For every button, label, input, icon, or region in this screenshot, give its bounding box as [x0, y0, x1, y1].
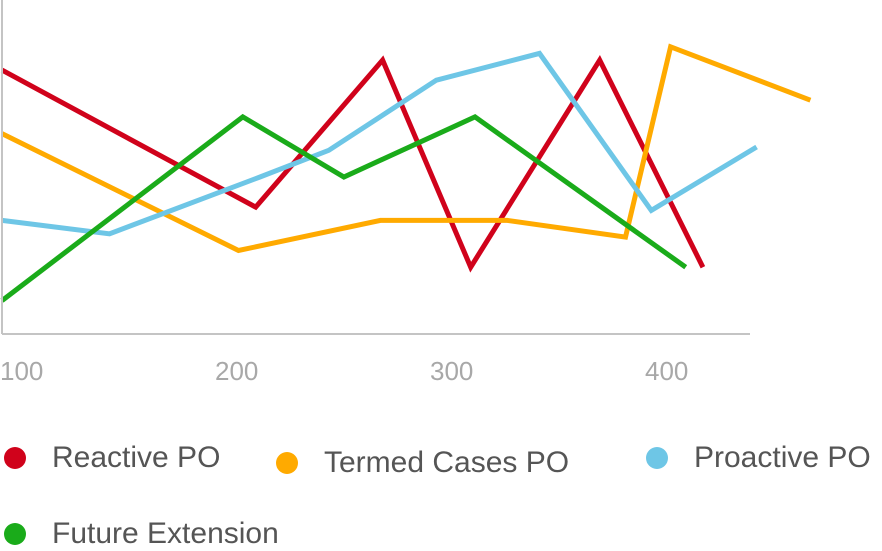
legend-item-termed-cases-po[interactable]: Termed Cases PO [276, 446, 569, 480]
series-layer [0, 43, 812, 303]
legend-dot-icon [4, 523, 26, 545]
legend-dot-icon [646, 447, 668, 469]
x-tick-label: 200 [215, 356, 258, 386]
legend-dot-icon [4, 447, 26, 469]
series-line-proactive-po[interactable] [1, 50, 758, 237]
series-line-termed-cases-po[interactable] [0, 43, 812, 254]
legend-label: Reactive PO [52, 441, 221, 474]
x-tick-label: 100 [0, 356, 43, 386]
x-tick-label: 300 [430, 356, 473, 386]
legend-dot-icon [276, 452, 298, 474]
series-line-reactive-po[interactable] [0, 54, 706, 273]
line-chart: 100 200 300 400 [0, 0, 812, 386]
legend-label: Proactive PO [694, 441, 871, 474]
x-tick-label: 400 [645, 356, 688, 386]
series-line-future-extension[interactable] [0, 113, 688, 303]
legend-label: Termed Cases PO [324, 446, 570, 479]
legend-item-reactive-po[interactable]: Reactive PO [4, 441, 220, 475]
legend-item-proactive-po[interactable]: Proactive PO [646, 441, 871, 475]
x-tick-labels: 100 200 300 400 [0, 356, 688, 386]
